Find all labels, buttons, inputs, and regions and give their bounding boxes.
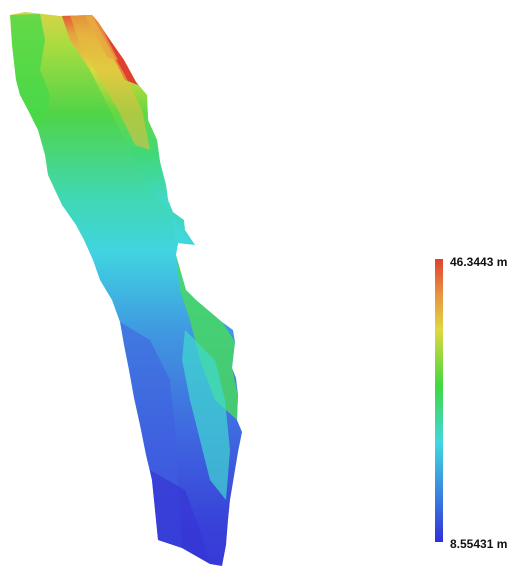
legend-min-label: 8.55431 m [450,537,508,551]
color-scale-bar [435,259,443,542]
legend-max-label: 46.3443 m [450,255,508,269]
